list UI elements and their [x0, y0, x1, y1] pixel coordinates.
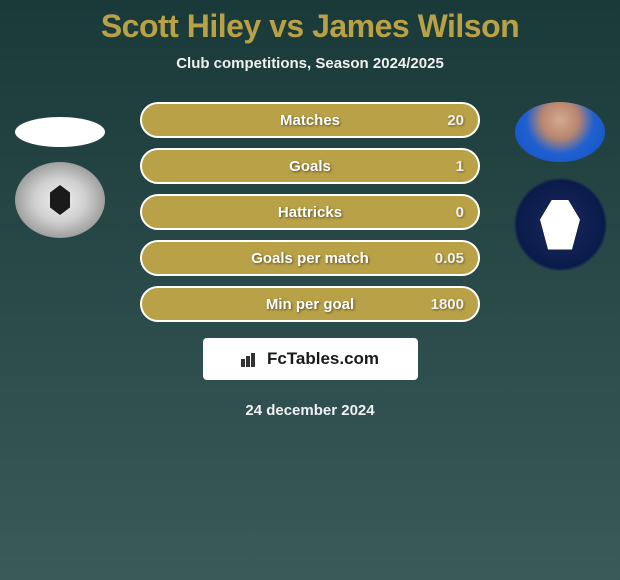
date-text: 24 december 2024	[0, 402, 620, 419]
stat-value-right: 20	[447, 112, 464, 129]
stat-label: Hattricks	[278, 204, 342, 221]
stat-value-right: 1	[456, 158, 464, 175]
stat-bar-goals: Goals 1	[140, 148, 480, 184]
right-player-avatar	[515, 102, 605, 162]
left-player-column	[10, 102, 110, 238]
right-club-badge	[513, 177, 608, 272]
stat-value-right: 1800	[431, 296, 464, 313]
stat-value-right: 0.05	[435, 250, 464, 267]
page-title: Scott Hiley vs James Wilson	[0, 8, 620, 45]
stat-label: Matches	[280, 112, 340, 129]
stat-label: Goals per match	[251, 250, 369, 267]
header: Scott Hiley vs James Wilson Club competi…	[0, 0, 620, 72]
brand-text: FcTables.com	[267, 349, 379, 369]
left-player-avatar	[15, 117, 105, 147]
stat-bar-hattricks: Hattricks 0	[140, 194, 480, 230]
brand-box: FcTables.com	[203, 338, 418, 380]
content: Matches 20 Goals 1 Hattricks 0 Goals per…	[0, 102, 620, 322]
subtitle: Club competitions, Season 2024/2025	[0, 55, 620, 72]
stat-bar-gpm: Goals per match 0.05	[140, 240, 480, 276]
stat-value-right: 0	[456, 204, 464, 221]
stat-bar-matches: Matches 20	[140, 102, 480, 138]
right-player-column	[510, 102, 610, 272]
stat-bar-mpg: Min per goal 1800	[140, 286, 480, 322]
stat-label: Goals	[289, 158, 331, 175]
stat-label: Min per goal	[266, 296, 354, 313]
stats-list: Matches 20 Goals 1 Hattricks 0 Goals per…	[140, 102, 480, 322]
chart-icon	[241, 351, 261, 367]
footer: FcTables.com 24 december 2024	[0, 338, 620, 419]
left-club-badge	[15, 162, 105, 238]
